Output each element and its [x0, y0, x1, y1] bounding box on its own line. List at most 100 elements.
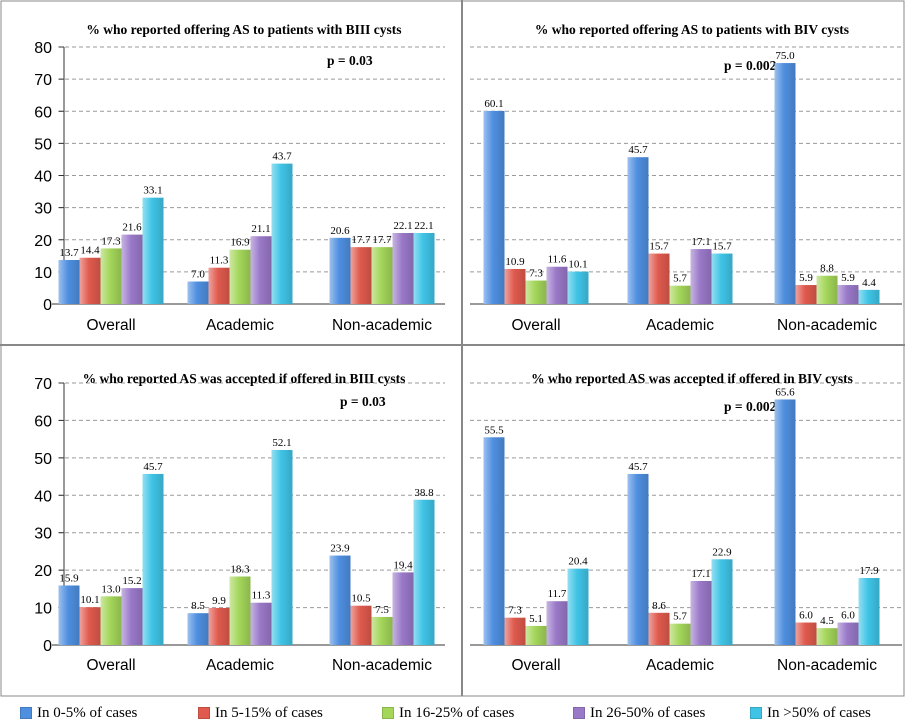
- y-tick-label: 10: [34, 601, 52, 618]
- bar-value-label: 17.7: [351, 234, 371, 246]
- bar-value-label: 6.0: [841, 610, 855, 622]
- bar-overall-series-3: [525, 280, 547, 304]
- bar-non-academic-series-4: [837, 285, 859, 304]
- bar-value-label: 5.7: [673, 611, 687, 623]
- bar-value-label: 65.6: [775, 386, 795, 398]
- bar-value-label: 15.7: [649, 241, 669, 253]
- bar-overall-series-2: [79, 607, 101, 645]
- bar-value-label: 4.5: [820, 615, 834, 627]
- legend-label-gt-50: In >50% of cases: [767, 704, 871, 721]
- bar-value-label: 15.7: [712, 241, 732, 253]
- bar-value-label: 20.4: [568, 556, 588, 568]
- bar-value-label: 13.7: [59, 247, 79, 259]
- bar-value-label: 7.3: [529, 268, 543, 280]
- p-value-annotation: p = 0.002: [724, 58, 777, 73]
- bar-value-label: 7.0: [191, 269, 205, 281]
- bar-overall-series-3: [100, 248, 122, 304]
- chart-title: % who reported offering AS to patients w…: [86, 22, 401, 37]
- bar-value-label: 45.7: [143, 461, 163, 473]
- bar-value-label: 16.9: [230, 237, 250, 249]
- bar-non-academic-series-3: [371, 247, 393, 304]
- bar-non-academic-series-4: [392, 233, 414, 304]
- x-category-label: Academic: [646, 317, 714, 334]
- bar-non-academic-series-4: [392, 572, 414, 645]
- bar-value-label: 52.1: [272, 437, 291, 449]
- bar-value-label: 8.5: [191, 600, 205, 612]
- legend-label-26-50: In 26-50% of cases: [590, 704, 706, 721]
- bar-academic-series-4: [250, 602, 272, 645]
- bar-value-label: 55.5: [484, 424, 504, 436]
- bar-value-label: 11.6: [548, 254, 567, 266]
- x-category-label: Overall: [86, 657, 135, 674]
- bar-value-label: 9.9: [212, 595, 226, 607]
- x-category-label: Overall: [511, 657, 560, 674]
- bar-overall-series-1: [483, 437, 505, 645]
- x-category-label: Overall: [511, 317, 560, 334]
- y-tick-label: 30: [34, 201, 52, 218]
- x-category-label: Non-academic: [332, 317, 432, 334]
- y-tick-label: 80: [34, 40, 52, 57]
- x-category-label: Academic: [206, 657, 274, 674]
- bar-academic-series-5: [711, 559, 733, 645]
- y-tick-label: 20: [34, 563, 52, 580]
- p-value-annotation: p = 0.03: [327, 53, 373, 68]
- legend-swatch-5-15: [198, 707, 210, 719]
- bar-academic-series-2: [208, 607, 230, 645]
- legend-item-16-25: In 16-25% of cases: [382, 704, 514, 722]
- bar-value-label: 10.1: [568, 259, 587, 271]
- bar-value-label: 45.7: [628, 461, 648, 473]
- bar-academic-series-4: [690, 249, 712, 304]
- bar-academic-series-3: [229, 576, 251, 645]
- bar-value-label: 8.8: [820, 263, 834, 275]
- chart-panel-3: 0 10 20 30 40 50 60 70 % who reported AS was acc…: [34, 371, 445, 674]
- bar-non-academic-series-2: [795, 622, 817, 645]
- legend-label-0-5: In 0-5% of cases: [37, 704, 138, 721]
- y-tick-label: 50: [34, 451, 52, 468]
- bar-overall-series-5: [142, 473, 164, 645]
- chart-title: % who reported offering AS to patients w…: [535, 22, 849, 37]
- bar-value-label: 5.9: [799, 272, 813, 284]
- bar-overall-series-1: [58, 259, 80, 304]
- bar-academic-series-5: [271, 163, 293, 304]
- bar-value-label: 19.4: [393, 559, 413, 571]
- y-tick-label: 30: [34, 526, 52, 543]
- bar-value-label: 21.6: [122, 222, 142, 234]
- y-tick-label: 60: [34, 104, 52, 121]
- legend-swatch-0-5: [20, 707, 32, 719]
- bar-academic-series-1: [627, 157, 649, 304]
- bar-value-label: 60.1: [484, 98, 503, 110]
- bar-overall-series-4: [121, 234, 143, 304]
- bar-value-label: 17.1: [691, 568, 710, 580]
- bar-non-academic-series-1: [329, 555, 351, 645]
- y-tick-label: 70: [34, 72, 52, 89]
- bar-value-label: 21.1: [251, 223, 270, 235]
- legend-swatch-16-25: [382, 707, 394, 719]
- bar-overall-series-1: [483, 110, 505, 305]
- y-tick-label: 40: [34, 169, 52, 186]
- bar-value-label: 17.7: [372, 234, 392, 246]
- y-tick-label: 0: [43, 297, 52, 314]
- p-value-annotation: p = 0.002: [724, 399, 777, 414]
- bar-overall-series-2: [504, 268, 526, 304]
- bar-value-label: 8.6: [652, 600, 666, 612]
- legend: In 0-5% of cases In 5-15% of cases In 16…: [0, 700, 905, 724]
- bar-value-label: 75.0: [775, 50, 795, 62]
- bar-academic-series-5: [711, 253, 733, 304]
- legend-label-16-25: In 16-25% of cases: [399, 704, 515, 721]
- chart-panel-1: 0 10 20 30 40 50 60 70 80 % who reported offering…: [34, 22, 445, 334]
- bar-value-label: 15.9: [59, 572, 79, 584]
- bar-value-label: 4.4: [862, 277, 876, 289]
- bar-overall-series-5: [567, 271, 589, 304]
- bar-value-label: 22.1: [414, 220, 433, 232]
- bar-academic-series-5: [271, 449, 293, 645]
- bar-non-academic-series-4: [837, 622, 859, 645]
- bar-value-label: 45.7: [628, 144, 648, 156]
- bar-non-academic-series-2: [795, 285, 817, 304]
- bar-non-academic-series-5: [858, 578, 880, 645]
- bar-value-label: 10.9: [505, 256, 525, 268]
- bar-academic-series-2: [648, 612, 670, 645]
- y-tick-label: 70: [34, 376, 52, 393]
- y-tick-label: 10: [34, 265, 52, 282]
- y-tick-label: 0: [43, 638, 52, 655]
